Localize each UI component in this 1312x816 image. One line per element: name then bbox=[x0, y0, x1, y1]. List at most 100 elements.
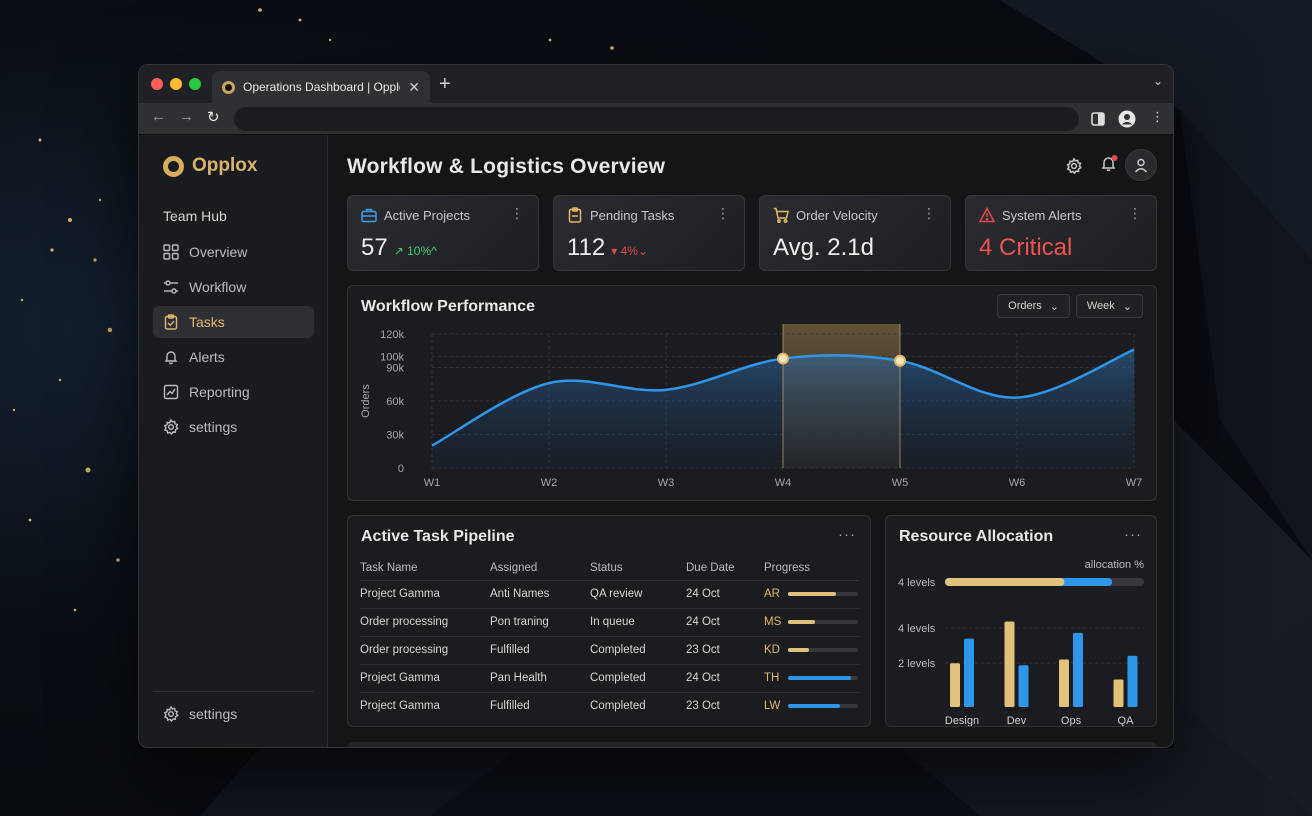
table-row[interactable]: Order processing Pon traning In queue 24 Oc… bbox=[360, 608, 859, 637]
table-header-row: Task Name Assigned Status Due Date Progr… bbox=[360, 556, 859, 581]
gear-icon bbox=[163, 419, 179, 435]
table-row[interactable]: Order processing Fulfilled Completed 23 Oct… bbox=[360, 636, 859, 665]
table-row[interactable]: Project Gamma Pan Health Completed 24 Oct TH bbox=[360, 664, 859, 693]
assignee-cell: Pon traning bbox=[490, 608, 590, 637]
column-header[interactable]: Assigned bbox=[490, 556, 590, 581]
chart-caption: allocation % bbox=[1085, 559, 1145, 571]
progress-fill bbox=[788, 704, 840, 709]
sidebar-item-overview[interactable]: Overview bbox=[153, 236, 314, 268]
sidebar: Opplox Team Hub Overview Workflow Tasks … bbox=[139, 135, 328, 747]
resource-bar-chart: allocation % 4 levels 4 levels 2 levels Desi… bbox=[898, 559, 1145, 726]
y-tick-label: 60k bbox=[386, 396, 404, 408]
bar-gold bbox=[1059, 659, 1069, 707]
sidebar-item-alerts[interactable]: Alerts bbox=[153, 341, 314, 373]
kpi-order-velocity[interactable]: Order Velocity ⋮ Avg. 2.1d bbox=[759, 195, 951, 271]
user-avatar[interactable] bbox=[1125, 149, 1157, 181]
kpi-system-alerts[interactable]: System Alerts ⋮ 4 Critical bbox=[965, 195, 1157, 271]
metric-dropdown[interactable]: Orders ⌄ bbox=[997, 294, 1070, 318]
level-label: 4 levels bbox=[898, 623, 936, 635]
kpi-menu-icon[interactable]: ⋮ bbox=[716, 205, 730, 221]
column-header[interactable]: Due Date bbox=[686, 556, 764, 581]
kpi-active-projects[interactable]: Active Projects ⋮ 57 ↗ 10%^ bbox=[347, 195, 539, 271]
sidebar-item-reporting[interactable]: Reporting bbox=[153, 376, 314, 408]
progress-fill bbox=[788, 619, 815, 624]
kpi-menu-icon[interactable]: ⋮ bbox=[922, 205, 936, 221]
sidebar-item-tasks[interactable]: Tasks bbox=[153, 306, 314, 338]
kpi-value-row: 57 ↗ 10%^ bbox=[361, 234, 437, 262]
assignee-cell: Anti Names bbox=[490, 580, 590, 609]
settings-gear-icon[interactable] bbox=[1065, 157, 1083, 175]
resource-allocation-card: Resource Allocation ··· allocation % 4 le… bbox=[885, 515, 1157, 727]
status-cell: Completed bbox=[590, 700, 646, 713]
kpi-value-row: Avg. 2.1d bbox=[773, 234, 874, 262]
column-header[interactable]: Status bbox=[590, 556, 686, 581]
progress-bar bbox=[788, 675, 858, 680]
x-tick-label: W5 bbox=[892, 477, 909, 489]
sidebar-item-settings[interactable]: settings bbox=[153, 411, 314, 443]
card-title: Resource Allocation bbox=[899, 528, 1054, 545]
kpi-value: 112 bbox=[567, 234, 606, 261]
assignee-cell: Fulfilled bbox=[490, 636, 590, 665]
sidebar-footer-settings[interactable]: settings bbox=[153, 698, 314, 730]
back-button[interactable]: ← bbox=[151, 108, 166, 125]
browser-tab[interactable]: Operations Dashboard | Opplox ✕ bbox=[212, 71, 430, 103]
kpi-menu-icon[interactable]: ⋮ bbox=[1128, 205, 1142, 221]
brand-logo[interactable]: Opplox bbox=[163, 155, 257, 177]
table-row[interactable]: Project Gamma Fulfilled Completed 23 Oct LW bbox=[360, 692, 859, 720]
minimize-window-button[interactable] bbox=[170, 78, 182, 90]
status-cell: Completed bbox=[590, 636, 686, 665]
assignee-cell: Fulfilled bbox=[490, 700, 530, 713]
kpi-delta: ▾ 4%⌄ bbox=[611, 244, 649, 258]
assignee-initials: AR bbox=[764, 588, 780, 600]
logo-icon bbox=[163, 155, 184, 177]
assignee-cell: Pan Health bbox=[490, 664, 590, 693]
browser-menu-icon[interactable]: ⋮ bbox=[1151, 109, 1164, 124]
close-window-button[interactable] bbox=[151, 78, 163, 90]
kpi-pending-tasks[interactable]: Pending Tasks ⋮ 112 ▾ 4%⌄ bbox=[553, 195, 745, 271]
card-menu-icon[interactable]: ··· bbox=[1124, 526, 1142, 543]
tab-title: Operations Dashboard | Opplox bbox=[243, 80, 401, 94]
reload-button[interactable]: ↻ bbox=[207, 109, 220, 126]
x-tick-label: W6 bbox=[1009, 477, 1026, 489]
due-date-cell: 24 Oct bbox=[686, 608, 764, 637]
period-dropdown[interactable]: Week ⌄ bbox=[1075, 294, 1143, 318]
y-tick-label: 120k bbox=[380, 329, 404, 341]
kpi-value-row: 4 Critical bbox=[979, 234, 1072, 262]
column-header[interactable]: Progress bbox=[764, 556, 859, 581]
card-menu-icon[interactable]: ··· bbox=[838, 526, 856, 543]
kpi-menu-icon[interactable]: ⋮ bbox=[510, 205, 524, 221]
task-pipeline-card: Active Task Pipeline ··· Task Name Assig… bbox=[347, 515, 871, 727]
profile-icon[interactable] bbox=[1118, 110, 1136, 128]
progress-cell: MS bbox=[764, 608, 859, 637]
table-row[interactable]: Project Gamma Anti Names QA review 24 Oct AR bbox=[360, 580, 859, 609]
assignee-initials: KD bbox=[764, 644, 780, 656]
new-tab-button[interactable]: + bbox=[439, 73, 451, 95]
bar-gold bbox=[1113, 679, 1124, 707]
column-header[interactable]: Task Name bbox=[360, 556, 490, 581]
notification-bell-icon[interactable] bbox=[1099, 154, 1119, 174]
sidebar-item-label: settings bbox=[189, 706, 238, 722]
kpi-label: Order Velocity bbox=[796, 208, 878, 223]
tab-search-chevron-icon[interactable]: ⌄ bbox=[1152, 74, 1163, 88]
x-tick-label: Ops bbox=[1061, 715, 1082, 726]
assignee-initials: LW bbox=[764, 700, 781, 713]
level-label: 2 levels bbox=[898, 658, 936, 670]
progress-bar bbox=[788, 704, 858, 709]
forward-button[interactable]: → bbox=[179, 108, 194, 125]
task-name-cell: Order processing bbox=[360, 636, 490, 665]
due-date-cell: 23 Oct bbox=[686, 636, 764, 665]
sidebar-item-workflow[interactable]: Workflow bbox=[153, 271, 314, 303]
sidebar-toggle-icon[interactable] bbox=[1091, 112, 1105, 126]
x-tick-label: W7 bbox=[1126, 477, 1143, 489]
close-tab-icon[interactable]: ✕ bbox=[408, 78, 420, 95]
address-bar[interactable] bbox=[234, 107, 1079, 131]
bar-blue bbox=[1073, 632, 1083, 707]
maximize-window-button[interactable] bbox=[189, 78, 201, 90]
due-date-cell: 24 Oct bbox=[686, 580, 764, 609]
assignee-initials: TH bbox=[764, 672, 780, 684]
favicon-icon bbox=[222, 80, 235, 94]
allocation-fill-gold bbox=[945, 578, 1065, 586]
task-name-cell: Project Gamma bbox=[360, 700, 440, 713]
